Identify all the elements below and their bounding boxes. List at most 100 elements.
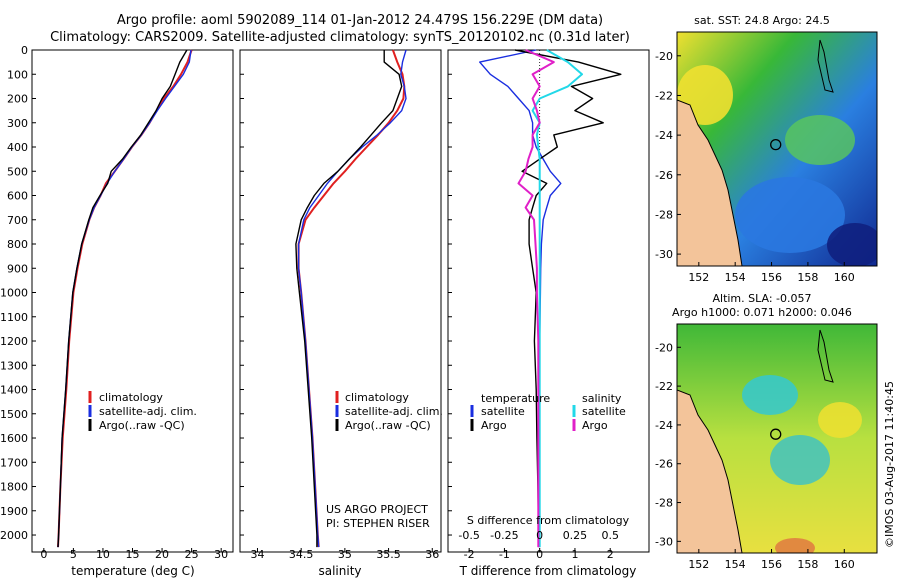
x-tick-label: 30 [214,548,228,561]
x-tick-label: 0 [40,548,47,561]
legend-salinity-heading: salinity [582,392,622,405]
legend-climatology-label: climatology [99,391,163,404]
temperature-xlabel: temperature (deg C) [71,564,194,578]
salinity-xlabel: salinity [318,564,361,578]
legend-t-argo-label: Argo [481,419,507,432]
depth-tick-label: 500 [7,165,28,178]
map-lat-label: -24 [655,129,673,142]
depth-tick-label: 1700 [0,456,28,469]
legend-argo-label: Argo(..raw -QC) [345,419,431,432]
x-tick-label: 34.5 [289,548,314,561]
sla-cyan-eddy [742,375,798,415]
sst-map: sat. SST: 24.8 Argo: 24.5 152 154 156 158 16… [655,14,883,284]
map-lon-label: 158 [797,558,818,571]
legend-satellite-label: satellite-adj. clim. [99,405,197,418]
depth-tick-label: 1200 [0,335,28,348]
x-tick-label: 1 [571,548,578,561]
s-tick-label: -0.5 [458,529,479,542]
map-lon-label: 160 [834,558,855,571]
depth-tick-label: 100 [7,68,28,81]
s-tick-label: -0.25 [490,529,518,542]
map-lat-label: -26 [655,458,673,471]
x-tick-label: 25 [185,548,199,561]
sla-cyan-eddy-2 [770,435,830,485]
map-lat-label: -22 [655,89,673,102]
difference-panel: -2 -1 0 1 2 -0.5 -0.25 0 0.25 0.5 S difference fr… [448,50,649,578]
depth-tick-label: 400 [7,141,28,154]
t-difference-label: T difference from climatology [459,564,637,578]
map-lon-label: 154 [725,558,746,571]
map-lat-label: -20 [655,341,673,354]
map-lon-label: 152 [688,558,709,571]
depth-tick-label: 2000 [0,529,28,542]
depth-tick-label: 600 [7,190,28,203]
credit-project: US ARGO PROJECT [326,503,428,516]
argo-figure: Argo profile: aoml 5902089_114 01-Jan-20… [0,0,900,580]
imos-stamp: ©IMOS 03-Aug-2017 11:40:45 [883,381,896,548]
s-tick-label: 0.25 [563,529,588,542]
temperature-plot-frame [32,50,233,552]
x-tick-label: 36 [425,548,439,561]
map-lat-label: -26 [655,169,673,182]
sla-yellow-eddy [818,402,862,438]
depth-tick-label: 700 [7,214,28,227]
s-tick-label: 0 [536,529,543,542]
legend-argo-label: Argo(..raw -QC) [99,419,185,432]
title-line-1: Argo profile: aoml 5902089_114 01-Jan-20… [117,13,603,28]
sla-orange-eddy [775,538,815,558]
x-tick-label: -2 [464,548,475,561]
x-tick-label: 35.5 [376,548,401,561]
sla-map-title: Altim. SLA: -0.057 [712,292,811,305]
x-tick-label: 34 [250,548,264,561]
map-lat-label: -28 [655,208,673,221]
s-difference-label: S difference from climatology [467,514,630,527]
temperature-panel: 0 5 10 15 20 25 30 temperature (deg C) climato… [32,50,233,578]
depth-tick-label: 1000 [0,287,28,300]
difference-plot-frame [448,50,649,552]
map-lat-label: -24 [655,419,673,432]
map-lon-label: 156 [761,558,782,571]
salinity-plot-frame [240,50,441,552]
depth-tick-label: 1400 [0,384,28,397]
map-lon-label: 160 [834,271,855,284]
map-lat-label: -30 [655,535,673,548]
credit-pi: PI: STEPHEN RISER [326,517,430,530]
map-lon-label: 152 [688,271,709,284]
depth-tick-label: 300 [7,117,28,130]
depth-tick-label: 1500 [0,408,28,421]
depth-tick-label: 1800 [0,481,28,494]
title-line-2: Climatology: CARS2009. Satellite-adjuste… [50,30,630,45]
depth-tick-label: 1600 [0,432,28,445]
map-lon-label: 154 [725,271,746,284]
legend-satellite-label: satellite-adj. clim. [345,405,443,418]
map-lat-label: -20 [655,50,673,63]
legend-s-satellite-label: satellite [582,405,626,418]
map-lat-label: -28 [655,497,673,510]
sst-green-patch [785,115,855,165]
depth-tick-label: 200 [7,93,28,106]
legend-t-satellite-label: satellite [481,405,525,418]
depth-tick-label: 800 [7,238,28,251]
map-lat-label: -30 [655,248,673,261]
depth-tick-label: 0 [21,44,28,57]
x-tick-label: 2 [607,548,614,561]
map-lon-label: 158 [797,271,818,284]
x-tick-label: 10 [96,548,110,561]
x-tick-label: 0 [536,548,543,561]
s-tick-label: 0.5 [601,529,619,542]
sst-cold-patch [827,223,883,267]
x-tick-label: 15 [126,548,140,561]
legend-s-argo-label: Argo [582,419,608,432]
sla-map: Altim. SLA: -0.057 Argo h1000: 0.071 h20… [655,292,877,571]
depth-tick-label: 1900 [0,505,28,518]
sst-map-title: sat. SST: 24.8 Argo: 24.5 [694,14,830,27]
salinity-panel: 34 34.5 35 35.5 36 salinity climatology sate… [240,50,443,578]
map-lat-label: -22 [655,380,673,393]
sla-map-subtitle: Argo h1000: 0.071 h2000: 0.046 [672,306,852,319]
legend-temperature-heading: temperature [481,392,550,405]
x-tick-label: -1 [499,548,510,561]
map-lon-label: 156 [761,271,782,284]
x-tick-label: 20 [155,548,169,561]
x-tick-label: 5 [70,548,77,561]
legend-climatology-label: climatology [345,391,409,404]
